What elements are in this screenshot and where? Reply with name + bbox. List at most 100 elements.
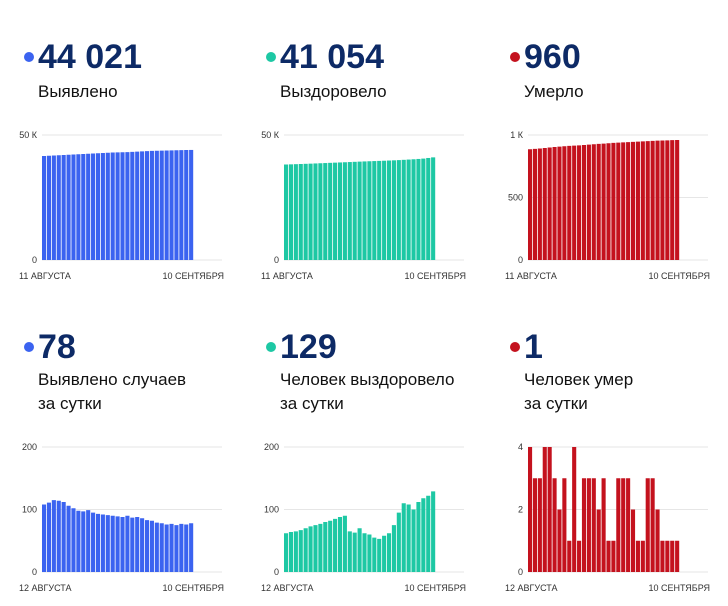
bar (100, 514, 105, 572)
y-tick-label: 100 (264, 505, 279, 515)
bar (120, 152, 125, 260)
stat-value: 960 (524, 38, 581, 76)
bar (552, 478, 557, 572)
bar (328, 162, 333, 260)
stat-value: 1 (524, 328, 543, 366)
bar (528, 149, 533, 260)
bar (342, 515, 347, 572)
bar (337, 162, 343, 260)
bar (347, 531, 352, 572)
bar (318, 523, 323, 572)
bar (581, 145, 587, 260)
bar (596, 143, 601, 260)
bar (100, 153, 105, 260)
bar (51, 155, 56, 260)
bar (611, 540, 616, 572)
bar (382, 160, 387, 260)
bar (577, 540, 582, 572)
bar (115, 152, 120, 260)
bar (401, 159, 406, 260)
bar (42, 504, 47, 572)
bar (406, 159, 411, 260)
stat-label: Выявлено случаев за сутки (38, 370, 187, 413)
bar (323, 522, 328, 572)
bar (611, 142, 616, 260)
bar (630, 509, 636, 572)
bar (675, 540, 680, 572)
stat-value: 129 (280, 328, 337, 366)
panel-recovered-total: 41 054 Выздоровело (242, 0, 482, 300)
bar (71, 508, 76, 572)
bar (396, 512, 401, 572)
bar (426, 495, 431, 572)
bar (130, 517, 135, 572)
bar (159, 523, 164, 572)
bar (333, 162, 338, 260)
recovered-total-chart: 0 50 К 11 АВГУСТА 10 СЕНТЯБРЯ (261, 130, 466, 281)
bar (606, 143, 611, 260)
bar (189, 523, 194, 572)
y-tick-label: 100 (22, 505, 37, 515)
bar (640, 141, 645, 260)
bar (76, 154, 81, 260)
bar (46, 502, 52, 572)
bar (298, 530, 303, 572)
bar (95, 513, 101, 572)
bar (293, 164, 298, 260)
bar (586, 144, 591, 260)
x-tick-label: 11 АВГУСТА (261, 271, 313, 281)
y-tick-label: 200 (264, 442, 279, 452)
bar (645, 478, 650, 572)
y-tick-label: 0 (32, 567, 37, 577)
bar (670, 140, 675, 260)
bar (621, 142, 626, 260)
bar (91, 512, 96, 572)
x-tick-label: 12 АВГУСТА (505, 583, 558, 593)
stat-value: 44 021 (38, 38, 142, 76)
bar (144, 151, 150, 260)
bar (601, 143, 606, 260)
bar (572, 145, 577, 260)
bar (71, 154, 76, 260)
bar (61, 155, 66, 260)
bar (616, 478, 621, 572)
bar (328, 520, 333, 572)
bar (318, 163, 323, 260)
bar (342, 162, 347, 260)
bar (179, 523, 184, 572)
bar (542, 148, 547, 260)
bar (532, 148, 538, 260)
bar (655, 509, 660, 572)
bar (601, 478, 606, 572)
color-dot (266, 52, 276, 62)
bar (421, 498, 426, 572)
x-tick-label: 10 СЕНТЯБРЯ (404, 583, 466, 593)
bar (372, 537, 377, 572)
bar (86, 510, 91, 572)
x-tick-label: 10 СЕНТЯБРЯ (404, 271, 466, 281)
bar (391, 160, 396, 260)
bar (56, 500, 61, 572)
bar (411, 159, 416, 260)
x-tick-label: 10 СЕНТЯБРЯ (162, 583, 224, 593)
bar (572, 447, 577, 572)
bar (149, 520, 154, 572)
y-tick-label: 1 К (510, 130, 524, 140)
bar (144, 520, 150, 572)
y-tick-label: 0 (518, 567, 523, 577)
stat-label: Выявлено (38, 82, 118, 101)
bar (606, 540, 611, 572)
color-dot (24, 52, 34, 62)
bar (284, 164, 289, 260)
stat-label: Человек умер за сутки (524, 370, 634, 413)
bar (135, 151, 140, 260)
y-tick-label: 4 (518, 442, 523, 452)
bar (154, 150, 159, 260)
bar (179, 150, 184, 260)
bar (337, 517, 343, 572)
bar (562, 146, 567, 260)
bar (670, 540, 675, 572)
bar (61, 502, 66, 572)
bar (377, 160, 382, 260)
bar (120, 517, 125, 572)
